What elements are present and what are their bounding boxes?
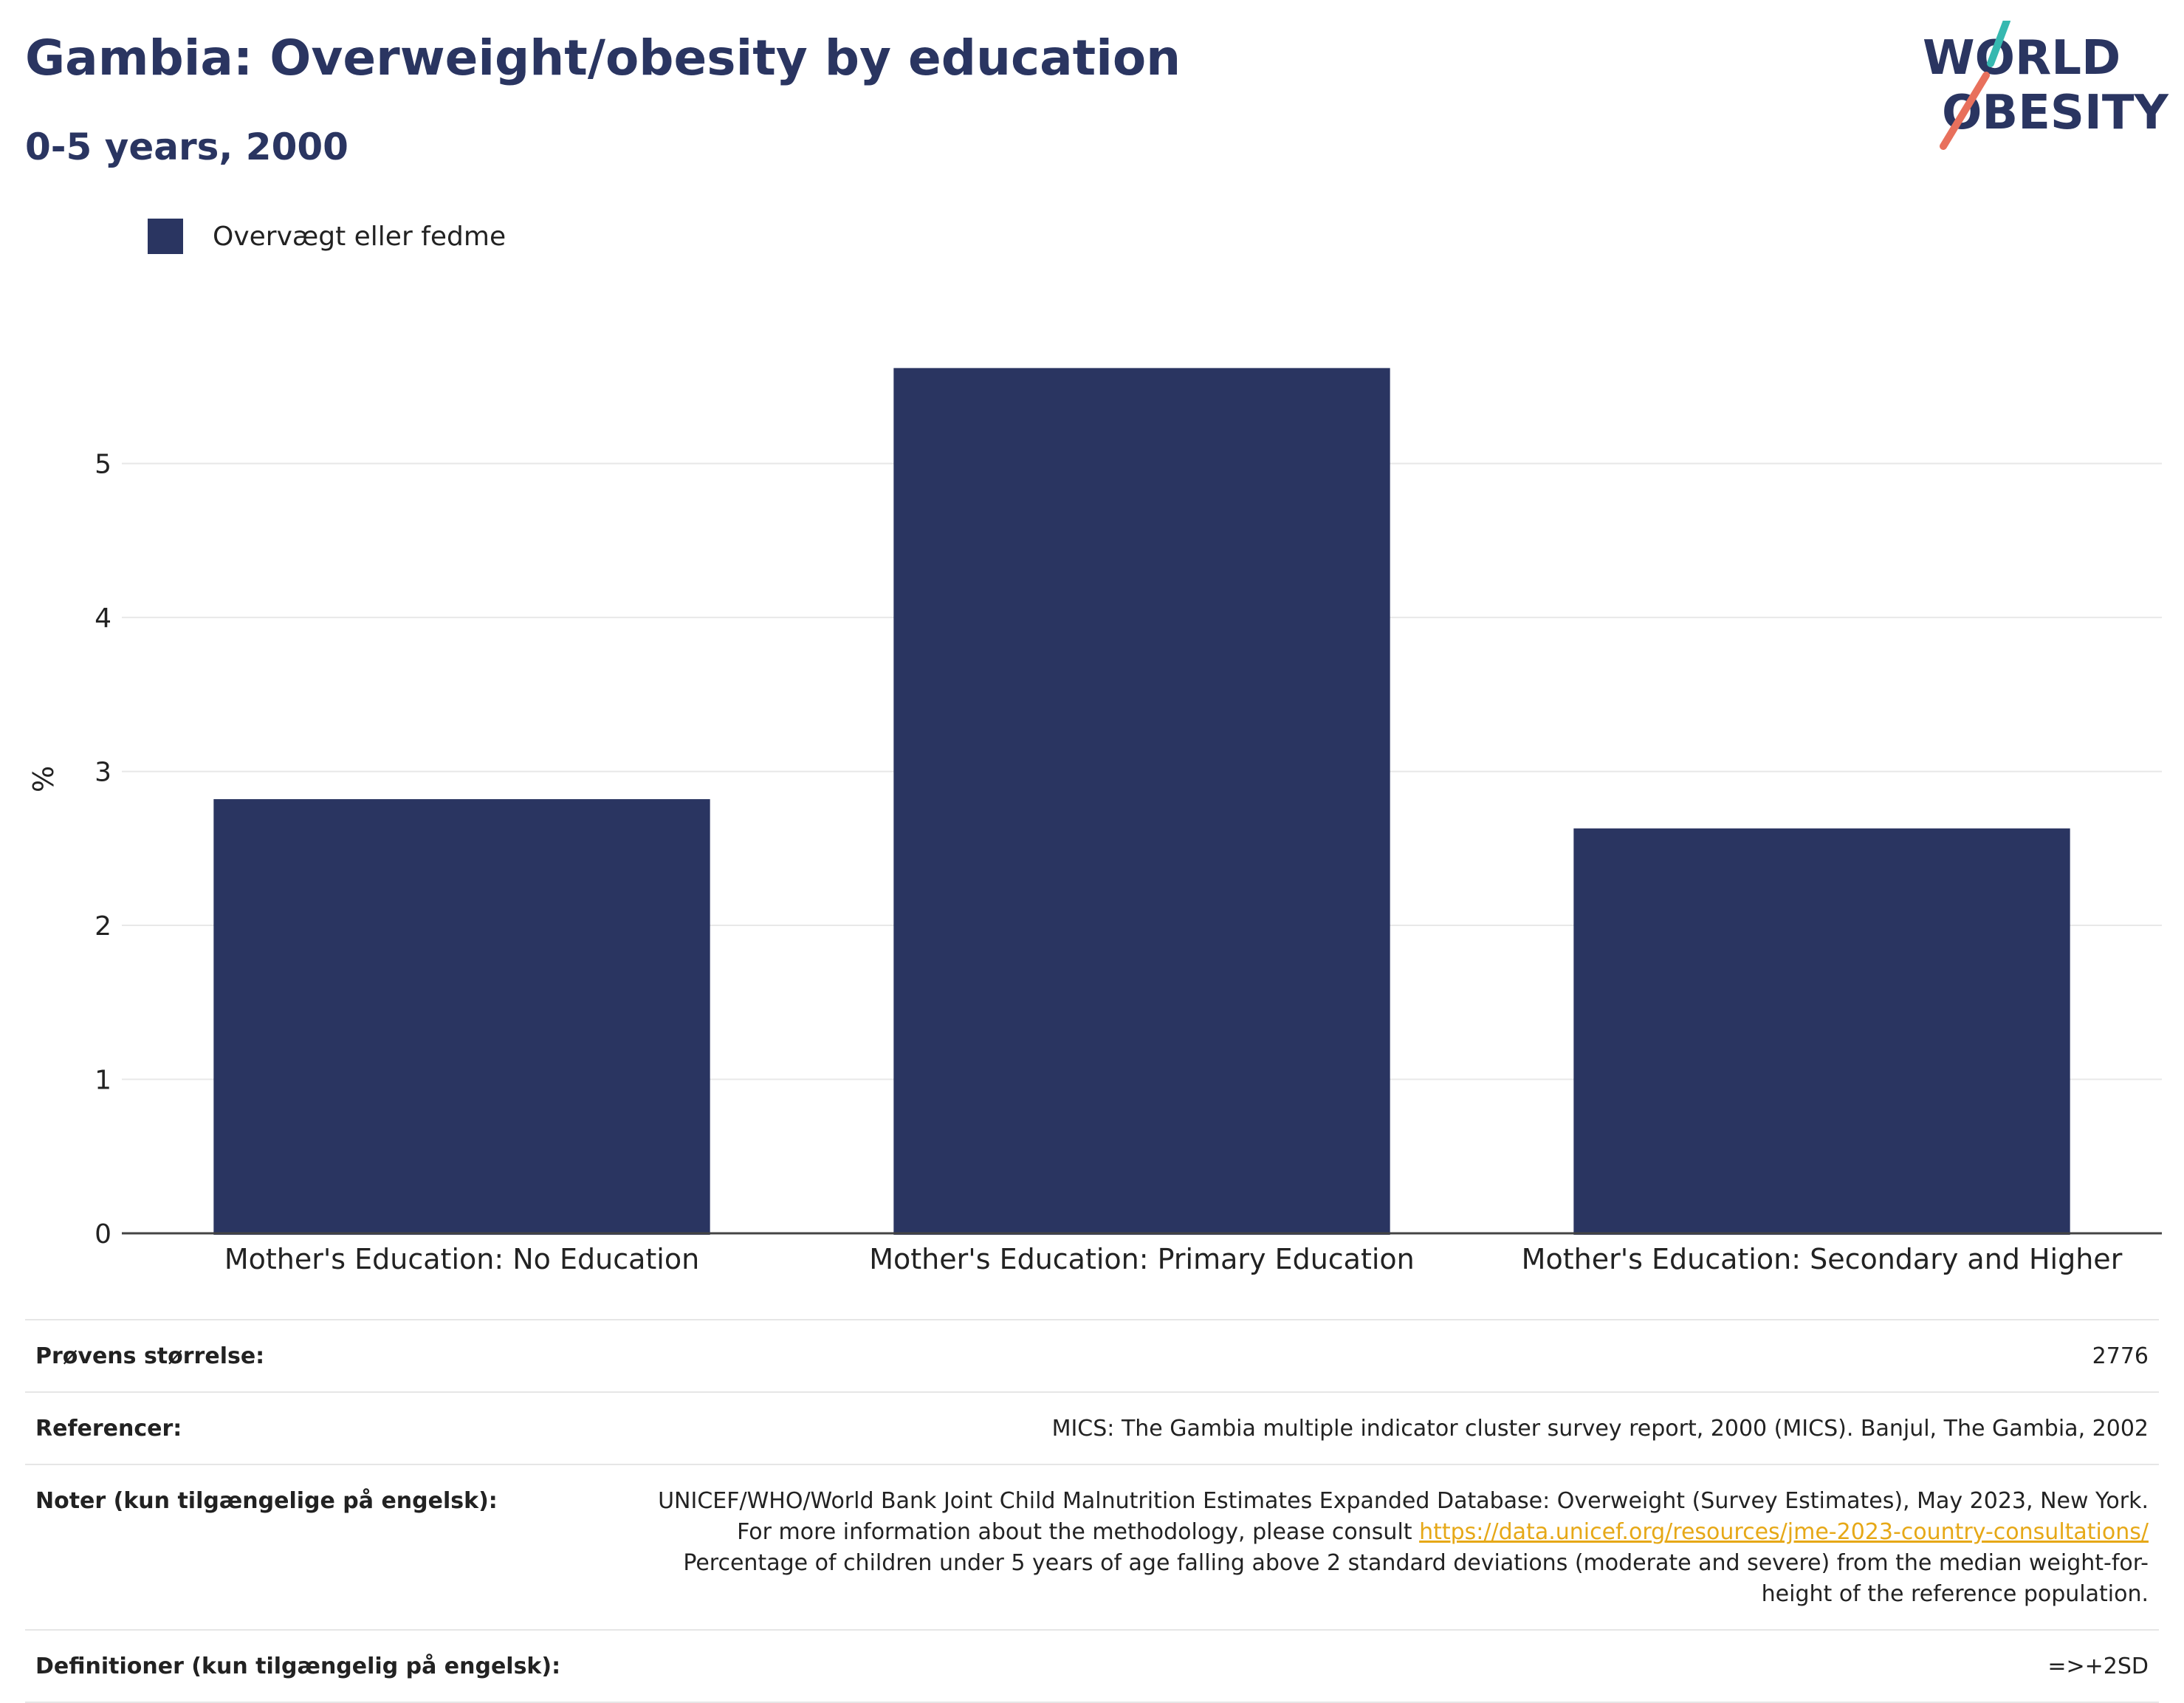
bar bbox=[213, 799, 710, 1235]
info-row-definitions: Definitioner (kun tilgængelig på engelsk… bbox=[25, 1629, 2159, 1703]
logo-slash-top bbox=[1987, 21, 2010, 67]
definitions-label: Definitioner (kun tilgængelig på engelsk… bbox=[35, 1654, 561, 1679]
notes-label: Noter (kun tilgængelige på engelsk): bbox=[35, 1488, 498, 1514]
notes-text-1: UNICEF/WHO/World Bank Joint Child Malnut… bbox=[658, 1488, 2149, 1545]
sample-size-label: Prøvens størrelse: bbox=[35, 1343, 265, 1369]
notes-text-2: Percentage of children under 5 years of … bbox=[683, 1550, 2149, 1607]
x-tick-label: Mother's Education: Secondary and Higher bbox=[1522, 1243, 2123, 1275]
page-subtitle: 0-5 years, 2000 bbox=[25, 126, 348, 168]
x-tick-label: Mother's Education: Primary Education bbox=[869, 1243, 1415, 1275]
legend-label: Overvægt eller fedme bbox=[213, 221, 506, 252]
world-obesity-logo: WORLD OBESITY bbox=[1923, 21, 2168, 150]
bar bbox=[1573, 828, 2070, 1235]
references-value: MICS: The Gambia multiple indicator clus… bbox=[1051, 1416, 2149, 1442]
info-row-references: Referencer: MICS: The Gambia multiple in… bbox=[25, 1391, 2159, 1464]
logo-slash-bottom bbox=[1940, 72, 1990, 150]
y-tick-label: 4 bbox=[95, 603, 111, 634]
y-tick-label: 0 bbox=[95, 1219, 111, 1250]
page-title: Gambia: Overweight/obesity by education bbox=[25, 30, 1181, 86]
notes-value: UNICEF/WHO/World Bank Joint Child Malnut… bbox=[628, 1486, 2149, 1610]
legend-swatch bbox=[148, 219, 183, 254]
definitions-value: =>+2SD bbox=[2047, 1654, 2149, 1679]
bar-chart: 0 1 2 3 4 5% Mother's Education: No Education M… bbox=[27, 368, 2162, 1275]
y-tick-label: 3 bbox=[95, 758, 111, 788]
bar bbox=[893, 368, 1390, 1235]
logo-line-2: OBESITY bbox=[1942, 86, 2168, 140]
info-table: Prøvens størrelse: 2776 Referencer: MICS… bbox=[25, 1319, 2159, 1703]
references-label: Referencer: bbox=[35, 1416, 182, 1442]
y-tick-label: 2 bbox=[95, 911, 111, 942]
legend: Overvægt eller fedme bbox=[148, 219, 506, 254]
sample-size-value: 2776 bbox=[2092, 1343, 2149, 1369]
notes-link[interactable]: https://data.unicef.org/resources/jme-20… bbox=[1419, 1519, 2149, 1545]
info-row-sample: Prøvens størrelse: 2776 bbox=[25, 1319, 2159, 1391]
y-tick-label: 5 bbox=[95, 450, 111, 480]
y-tick-label: 1 bbox=[95, 1066, 111, 1096]
logo-line-1: WORLD bbox=[1923, 31, 2121, 86]
info-row-notes: Noter (kun tilgængelige på engelsk): UNI… bbox=[25, 1464, 2159, 1629]
x-tick-label: Mother's Education: No Education bbox=[224, 1243, 699, 1275]
y-axis-label: % bbox=[27, 766, 60, 792]
